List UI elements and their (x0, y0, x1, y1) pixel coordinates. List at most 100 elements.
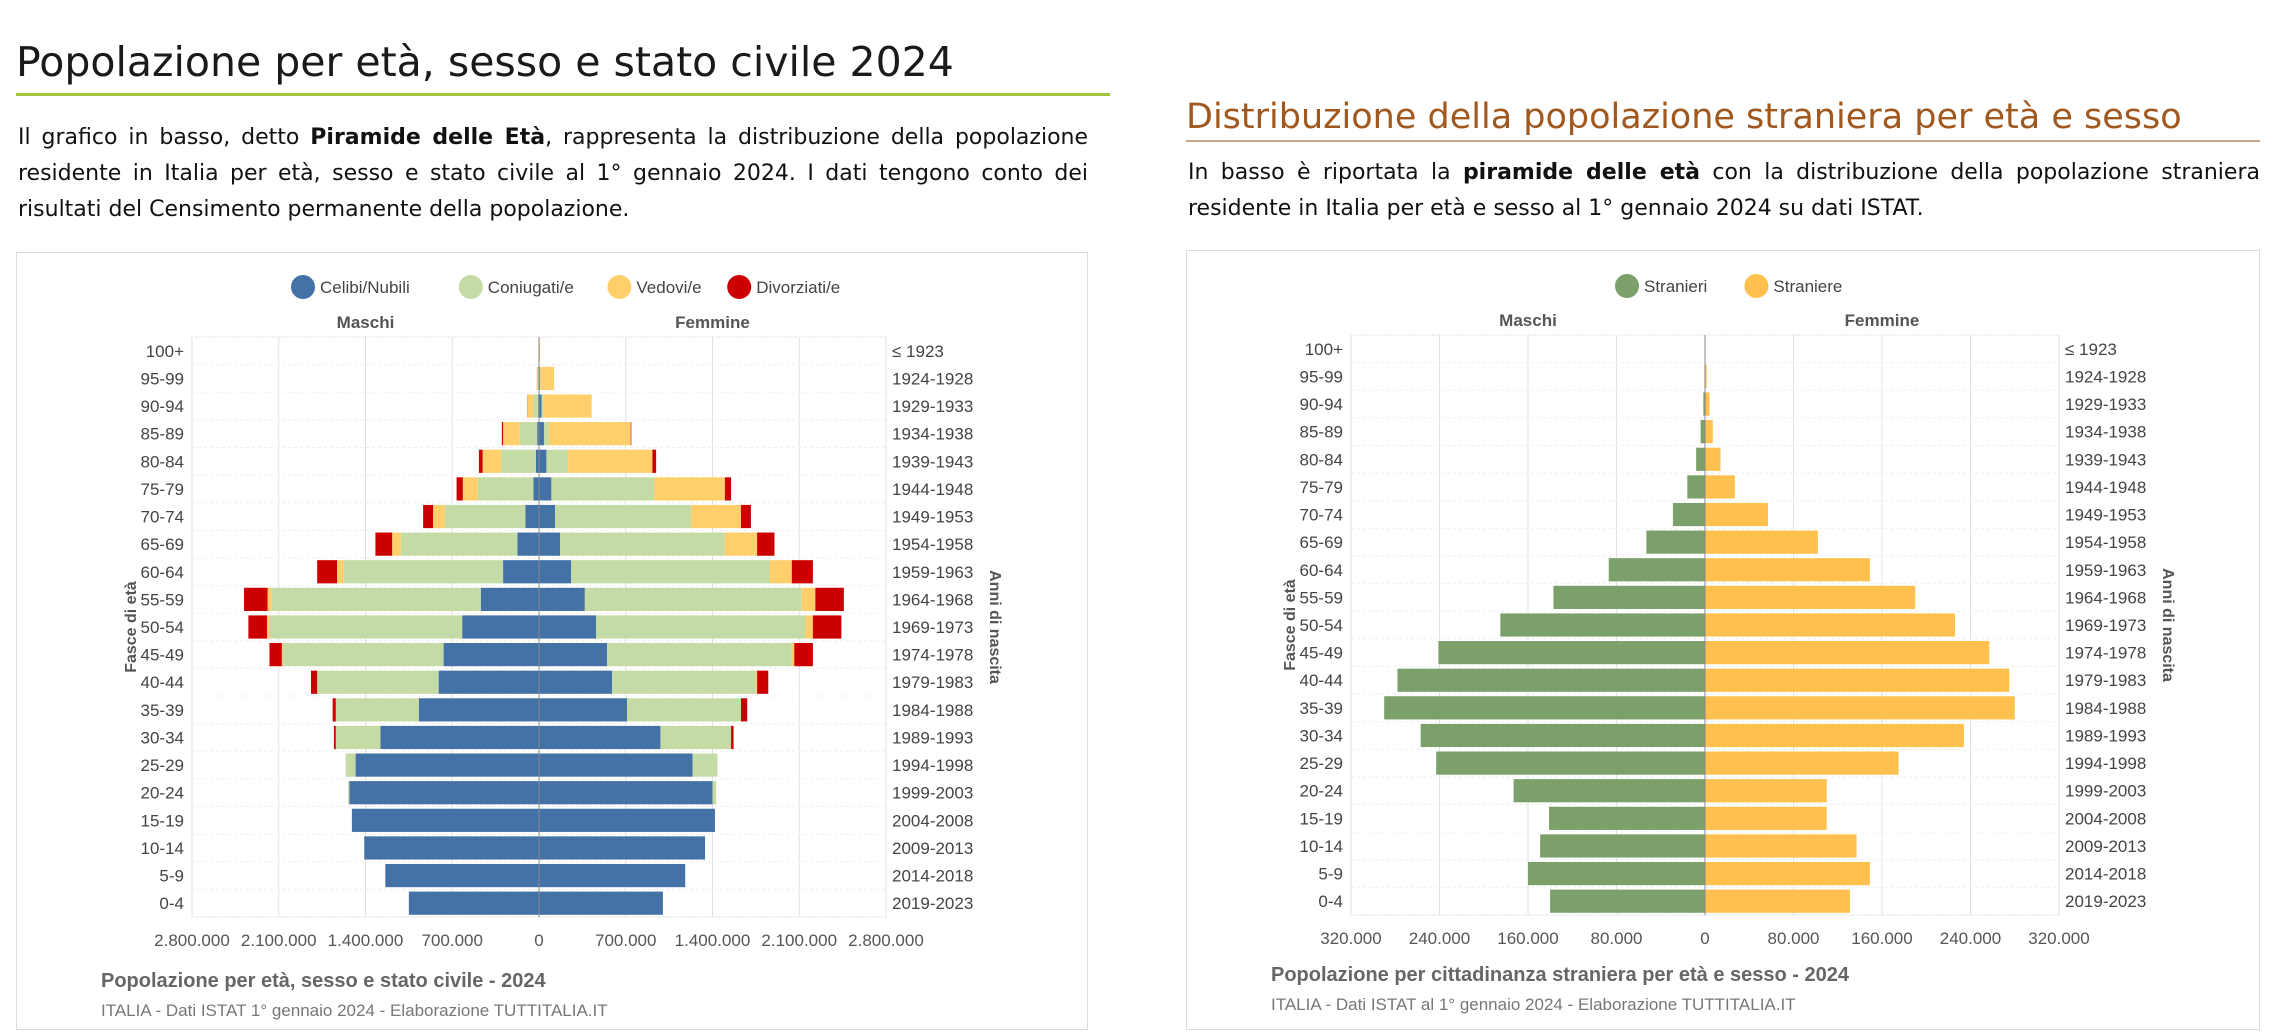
bar-female (815, 587, 844, 611)
bar-female (1705, 558, 1870, 582)
birth-year-label: 2014-2018 (892, 867, 973, 886)
bar-female (539, 477, 552, 501)
bar-female (1705, 696, 2015, 720)
x-tick-label: 2.800.000 (848, 931, 924, 950)
age-group-label: 75-79 (1300, 478, 1343, 497)
bar-male (380, 725, 539, 750)
group-label-maschi: Maschi (337, 313, 395, 332)
bar-male (501, 449, 536, 473)
bar-female (1705, 502, 1769, 527)
bar-male (355, 753, 539, 777)
age-group-label: 10-14 (1300, 837, 1343, 856)
age-group-label: 35-39 (141, 701, 184, 720)
age-group-label: 15-19 (141, 811, 184, 830)
x-tick-label: 1.400.000 (675, 931, 751, 950)
birth-year-label: 1944-1948 (892, 480, 973, 499)
age-group-label: 85-89 (141, 425, 184, 444)
bar-female (596, 615, 806, 639)
age-group-label: 5-9 (1318, 865, 1343, 884)
age-group-label: 95-99 (1300, 367, 1343, 386)
bar-male (1513, 779, 1705, 803)
bar-male (1700, 420, 1705, 444)
bar-male (533, 394, 539, 418)
bar-female (724, 477, 732, 501)
x-tick-label: 0 (534, 931, 543, 950)
birth-year-label: 1939-1943 (892, 452, 973, 471)
age-group-label: 20-24 (141, 784, 184, 803)
legend-swatch (291, 275, 315, 299)
bar-female (724, 532, 758, 556)
age-group-label: 40-44 (1300, 671, 1343, 690)
bar-male (244, 587, 268, 611)
bar-male (1672, 502, 1705, 527)
bar-male (282, 643, 444, 667)
bar-male (527, 394, 534, 418)
bar-female (769, 560, 792, 584)
bar-male (268, 615, 463, 639)
bar-female (654, 477, 725, 501)
birth-year-label: 1989-1993 (2065, 726, 2146, 745)
bar-male (1550, 889, 1705, 913)
age-group-label: 80-84 (141, 452, 184, 471)
birth-year-label: 1939-1943 (2065, 450, 2146, 469)
bar-male (1397, 668, 1705, 692)
bar-female (539, 532, 561, 556)
bar-male (351, 808, 539, 832)
age-group-label: 10-14 (141, 839, 184, 858)
bar-female (692, 753, 718, 777)
bar-male (269, 643, 282, 667)
bar-male (1420, 723, 1705, 748)
bar-male (392, 532, 401, 556)
age-group-label: 70-74 (1300, 506, 1343, 525)
bar-female (630, 422, 632, 446)
birth-year-label: 1964-1968 (892, 590, 973, 609)
bar-female (1705, 751, 1899, 775)
age-group-label: 55-59 (1300, 588, 1343, 607)
bar-male (332, 698, 336, 722)
bar-male (478, 449, 483, 473)
birth-year-label: 2019-2023 (2065, 892, 2146, 911)
bar-male (343, 560, 504, 584)
bar-female (539, 891, 663, 915)
bar-male (537, 422, 539, 446)
age-group-label: 45-49 (141, 646, 184, 665)
foreign-population-pyramid-chart: 320.000 240.000 160.000 80.000 0 80.000 160.00… (1186, 250, 2260, 1030)
bar-male (533, 477, 539, 501)
age-group-label: 65-69 (1300, 533, 1343, 552)
bar-female (568, 449, 653, 473)
age-group-label: 100+ (146, 342, 184, 361)
age-group-label: 70-74 (141, 508, 184, 527)
age-group-label: 85-89 (1300, 423, 1343, 442)
age-group-label: 30-34 (1300, 726, 1343, 745)
bar-male (348, 781, 350, 805)
legend-label: Straniere (1773, 277, 1842, 296)
bar-male (501, 422, 504, 446)
bar-female (626, 698, 742, 722)
age-group-label: 50-54 (141, 618, 184, 637)
bar-male (375, 532, 393, 556)
x-tick-label: 320.000 (2028, 929, 2089, 948)
age-group-label: 55-59 (141, 590, 184, 609)
bar-male (335, 725, 381, 750)
y-axis-label-right: Anni di nascita (2159, 568, 2176, 682)
birth-year-label: 1934-1938 (892, 425, 973, 444)
birth-year-label: 1924-1928 (892, 369, 973, 388)
age-group-label: 90-94 (141, 397, 184, 416)
bar-male (525, 504, 539, 529)
age-group-label: 25-29 (1300, 754, 1343, 773)
bar-male (438, 670, 539, 694)
age-group-label: 5-9 (159, 867, 184, 886)
intro-paragraph: Il grafico in basso, detto Piramide dell… (18, 120, 1088, 228)
bar-male (317, 560, 337, 584)
bar-female (1705, 779, 1827, 803)
legend-swatch (458, 275, 483, 299)
bar-female (741, 504, 751, 529)
bar-male (456, 477, 463, 501)
bar-male (1549, 806, 1705, 830)
age-group-label: 50-54 (1300, 616, 1343, 635)
birth-year-label: 2009-2013 (892, 839, 973, 858)
intro-text-1: In basso è riportata la (1188, 160, 1463, 185)
legend-swatch (607, 275, 632, 299)
bar-female (791, 560, 813, 584)
bar-male (266, 615, 269, 639)
